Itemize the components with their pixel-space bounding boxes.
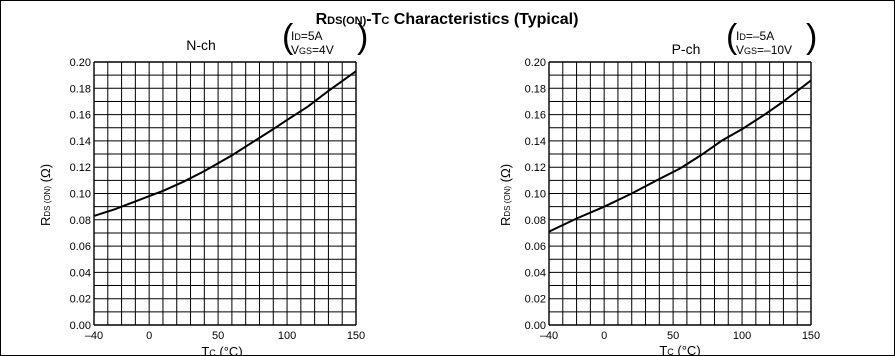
x-tick-label: 100 <box>733 330 751 342</box>
title-sub: DS(ON) <box>327 15 366 27</box>
y-label-sub: DS (ON) <box>503 186 512 217</box>
panel-label: P-ch <box>672 41 701 57</box>
chart-p-ch: 0.00 0.02 0.04 0.06 0.08 0.10 0.12 0.14 0.16 0.18… <box>498 18 820 356</box>
y-tick-label: 0.14 <box>70 136 91 148</box>
y-tick-label: 0.00 <box>70 320 91 332</box>
y-tick-label: 0.14 <box>525 136 546 148</box>
y-tick-labels: 0.00 0.02 0.04 0.06 0.08 0.10 0.12 0.14 0.16 0.18… <box>525 57 546 332</box>
y-tick-label: 0.02 <box>70 294 91 306</box>
x-label-unit: (°C) <box>216 344 243 356</box>
figure-title: RDS(ON)-TC Characteristics (Typical) <box>316 11 579 28</box>
condition-id: ID=–5A <box>736 29 774 43</box>
x-tick-label: 50 <box>667 330 679 342</box>
condition-id-value: =–5A <box>746 29 774 43</box>
x-tick-labels: –40 0 50 100 150 <box>85 330 365 342</box>
x-tick-label: 0 <box>601 330 607 342</box>
x-label-main: T <box>659 343 667 356</box>
x-tick-label: 0 <box>146 330 152 342</box>
condition-vgs: VGS=4V <box>291 43 334 57</box>
y-label-unit: (Ω) <box>38 164 53 186</box>
title-dash: -T <box>366 11 381 28</box>
y-tick-label: 0.18 <box>70 83 91 95</box>
x-label-unit: (°C) <box>674 343 701 356</box>
y-tick-label: 0.20 <box>525 57 546 69</box>
condition-bracket-left: ( <box>726 18 738 56</box>
condition-id-sub: D <box>294 32 301 42</box>
x-tick-label: 150 <box>347 330 365 342</box>
grid-lines <box>93 61 357 326</box>
x-tick-label: 50 <box>212 330 224 342</box>
x-label-sub: C <box>667 347 674 356</box>
y-tick-label: 0.10 <box>70 189 91 201</box>
y-tick-label: 0.06 <box>70 241 91 253</box>
rds-on-curve <box>93 70 357 217</box>
y-tick-label: 0.16 <box>525 110 546 122</box>
y-tick-label: 0.10 <box>525 189 546 201</box>
curve-layer <box>548 79 812 233</box>
y-tick-labels: 0.00 0.02 0.04 0.06 0.08 0.10 0.12 0.14 0.16 0.18… <box>70 57 91 332</box>
y-tick-label: 0.08 <box>70 215 91 227</box>
y-label-main: R <box>38 217 53 226</box>
condition-id-main: I <box>291 29 294 43</box>
x-tick-label: –40 <box>85 330 103 342</box>
y-tick-label: 0.02 <box>525 294 546 306</box>
y-tick-label: 0.00 <box>525 320 546 332</box>
condition-vgs-main: V <box>291 43 299 57</box>
condition-id-main: I <box>736 29 739 43</box>
test-conditions: ( ) ID=5A VGS=4V <box>282 18 368 57</box>
title-main: R <box>316 11 328 28</box>
x-tick-label: –40 <box>540 330 558 342</box>
condition-bracket-right: ) <box>806 18 817 56</box>
x-tick-labels: –40 0 50 100 150 <box>540 330 820 342</box>
condition-vgs-sub: GS <box>299 46 312 56</box>
rds-on-curve <box>548 79 812 233</box>
title-rest: Characteristics (Typical) <box>389 11 578 28</box>
condition-id: ID=5A <box>291 29 323 43</box>
x-label-main: T <box>201 344 209 356</box>
x-axis-label: TC (°C) <box>201 344 242 356</box>
x-axis-label: TC (°C) <box>659 343 700 356</box>
condition-vgs: VGS=–10V <box>736 43 792 57</box>
y-label-main: R <box>498 217 513 226</box>
y-tick-label: 0.04 <box>525 267 546 279</box>
chart-n-ch: 0.00 0.02 0.04 0.06 0.08 0.10 0.12 0.14 0.16 0.18… <box>38 18 368 356</box>
condition-bracket-left: ( <box>282 18 294 56</box>
y-tick-label: 0.08 <box>525 215 546 227</box>
y-tick-label: 0.06 <box>525 241 546 253</box>
y-tick-label: 0.18 <box>525 83 546 95</box>
x-label-sub: C <box>209 348 216 356</box>
y-axis-label: RDS (ON) (Ω) <box>498 164 513 226</box>
x-tick-label: 150 <box>802 330 820 342</box>
condition-vgs-value: =4V <box>312 43 334 57</box>
y-tick-label: 0.04 <box>70 267 91 279</box>
y-tick-label: 0.12 <box>70 162 91 174</box>
title-sub2: C <box>381 15 389 27</box>
condition-vgs-sub: GS <box>744 46 757 56</box>
grid-lines <box>548 61 812 326</box>
curve-layer <box>93 70 357 217</box>
y-label-sub: DS (ON) <box>43 186 52 217</box>
condition-id-sub: D <box>739 32 746 42</box>
condition-bracket-right: ) <box>357 18 368 56</box>
panel-label: N-ch <box>186 37 216 53</box>
y-tick-label: 0.12 <box>525 162 546 174</box>
x-tick-label: 100 <box>278 330 296 342</box>
y-tick-label: 0.16 <box>70 110 91 122</box>
condition-vgs-main: V <box>736 43 744 57</box>
condition-vgs-value: =–10V <box>757 43 792 57</box>
y-label-unit: (Ω) <box>498 164 513 186</box>
y-tick-label: 0.20 <box>70 57 91 69</box>
y-axis-label: RDS (ON) (Ω) <box>38 164 53 226</box>
condition-id-value: =5A <box>301 29 323 43</box>
test-conditions: ( ) ID=–5A VGS=–10V <box>726 18 817 57</box>
